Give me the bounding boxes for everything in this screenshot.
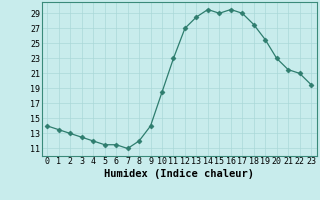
X-axis label: Humidex (Indice chaleur): Humidex (Indice chaleur) (104, 169, 254, 179)
